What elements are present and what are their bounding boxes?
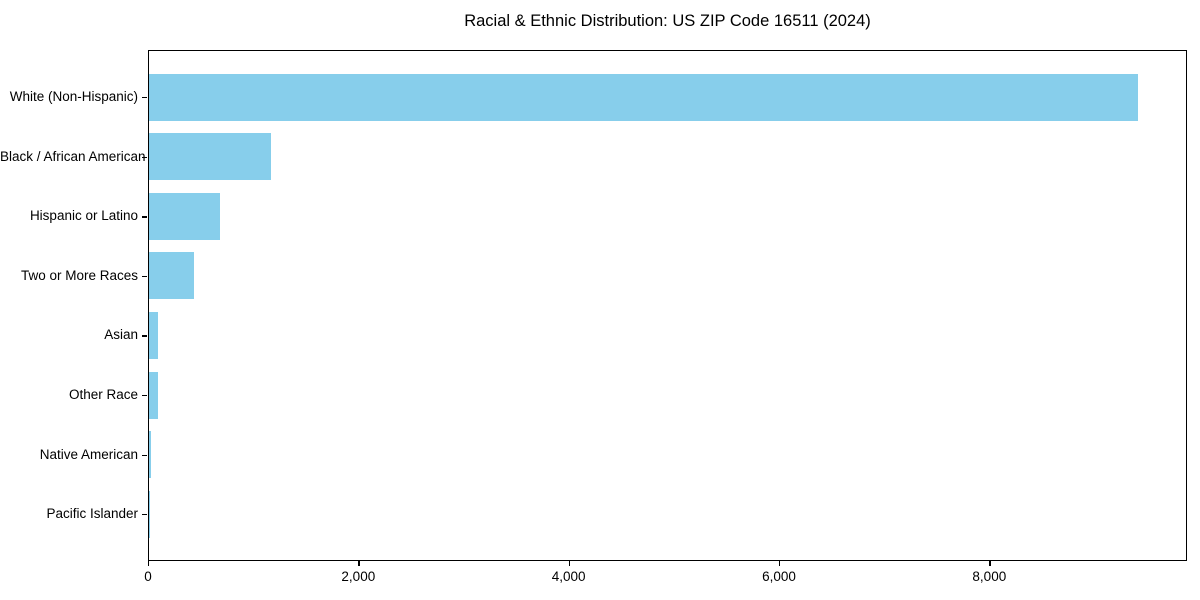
y-tick-mark: [142, 216, 147, 218]
chart-title: Racial & Ethnic Distribution: US ZIP Cod…: [464, 12, 871, 30]
bar: [149, 371, 159, 419]
x-tick-mark: [148, 561, 150, 566]
y-tick-mark: [142, 97, 147, 99]
x-tick-mark: [989, 561, 991, 566]
x-tick-mark: [568, 561, 570, 566]
bar: [149, 133, 271, 181]
bar: [149, 73, 1138, 121]
y-tick-mark: [142, 335, 147, 337]
y-tick-mark: [142, 275, 147, 278]
y-tick-label: Two or More Races: [20, 267, 138, 283]
x-tick-mark: [358, 561, 360, 566]
plot-area: [148, 50, 1187, 561]
x-tick-label: 0: [144, 569, 152, 584]
y-tick-label: Asian: [104, 327, 138, 343]
y-tick-label: Other Race: [68, 387, 138, 403]
x-tick-label: 4,000: [551, 569, 586, 584]
y-tick-label: Black / African American: [0, 148, 146, 164]
y-tick-mark: [142, 514, 147, 516]
bar: [149, 311, 158, 359]
bar: [149, 252, 195, 300]
x-tick-label: 6,000: [762, 569, 796, 584]
y-tick-label: Hispanic or Latino: [29, 208, 138, 224]
bar: [149, 431, 151, 479]
x-tick-label: 2,000: [341, 569, 376, 584]
y-tick-label: Pacific Islander: [46, 506, 138, 522]
y-tick-mark: [142, 156, 147, 158]
bar: [149, 192, 220, 240]
y-tick-mark: [142, 454, 147, 456]
bar: [149, 490, 150, 538]
y-tick-mark: [142, 395, 147, 397]
y-tick-label: White (Non-Hispanic): [9, 89, 138, 105]
x-tick-mark: [779, 561, 781, 566]
y-tick-label: Native American: [39, 446, 138, 462]
x-tick-label: 8,000: [972, 569, 1007, 584]
